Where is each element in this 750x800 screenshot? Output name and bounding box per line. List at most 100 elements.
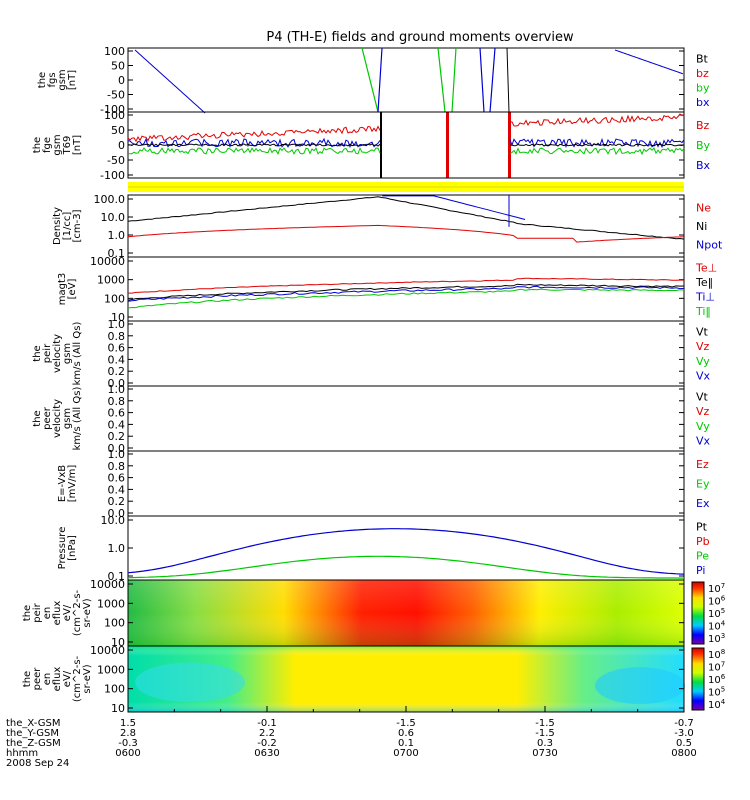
series-line [127, 285, 685, 302]
panel-peer: 1.00.80.60.40.20.0 thepeervelocitygsmkm/s… [32, 383, 711, 455]
electron-cool-patch [595, 667, 685, 705]
y-tick-label: 0.4 [108, 418, 126, 431]
colorbar-label: 108 [708, 648, 725, 661]
ion-spectrogram-shade [128, 580, 684, 646]
x-tick-label: 0.3 [537, 738, 553, 749]
field-gap-edge [380, 112, 382, 178]
y-tick-label: 10000 [90, 255, 125, 268]
y-tick-label: 0.6 [108, 342, 126, 355]
colorbar-label: 105 [708, 686, 725, 699]
y-axis-label: magt3[eV] [57, 273, 78, 306]
y-tick-label: 50 [111, 60, 125, 73]
y-tick-label: 10.0 [101, 514, 126, 527]
y-tick-label: 100 [104, 683, 125, 696]
colorbar-label: 107 [708, 582, 725, 595]
colorbar-label: 103 [708, 632, 725, 645]
legend-label: Vt [696, 325, 709, 338]
x-tick-label: 0700 [393, 748, 418, 759]
y-tick-label: 10 [111, 636, 125, 649]
legend-label: Ez [696, 458, 709, 471]
x-tick-label: 0.6 [398, 728, 414, 739]
series-line [437, 47, 446, 113]
panel-efield: 1.00.80.60.40.20.0 E=-VxB[mV/m] Ez Ey Ex [57, 448, 710, 520]
legend-label: Vz [696, 340, 710, 353]
legend-label: bx [696, 96, 710, 109]
legend-label: Pe [696, 549, 709, 562]
y-tick-label: 0.2 [108, 365, 126, 378]
legend-label: Ni [696, 220, 707, 233]
y-tick-label: 1.0 [108, 542, 126, 555]
panel-temp: 10000 1000 100 10 magt3[eV] Te⊥ Te‖Ti⊥ Ti‖ [57, 255, 717, 324]
y-tick-label: 0.8 [108, 395, 126, 408]
y-tick-label: 0.0 [108, 377, 126, 390]
y-tick-label: 0 [118, 139, 125, 152]
y-tick-label: 0 [118, 74, 125, 87]
colorbar [691, 581, 705, 645]
series-line [509, 147, 685, 156]
legend-label: Ex [696, 497, 710, 510]
legend-label: Ti‖ [695, 305, 711, 318]
legend-label: Vy [696, 420, 710, 433]
x-tick-label: 0730 [532, 748, 557, 759]
x-tick-label: 0800 [671, 748, 696, 759]
y-tick-label: 1000 [97, 597, 125, 610]
colorbar-label: 106 [708, 673, 726, 686]
y-tick-label: 100 [104, 292, 125, 305]
y-axis-label: Density[1/cc][cm-3] [52, 207, 83, 245]
y-tick-label: 10000 [90, 578, 125, 591]
series-line [127, 224, 685, 243]
y-tick-label: -100 [100, 103, 125, 116]
x-row-label: hhmm [6, 748, 38, 759]
legend-label: Ne [696, 201, 711, 214]
legend-label: By [696, 139, 711, 152]
date-label: 2008 Sep 24 [6, 758, 69, 769]
colorbar-label: 106 [708, 595, 726, 608]
series-line [127, 528, 685, 575]
series-line [127, 146, 381, 155]
series-line [361, 47, 379, 113]
legend-label: Npot [696, 239, 723, 252]
series-line [127, 125, 381, 143]
x-tick-label: 2.8 [120, 728, 136, 739]
series-line [614, 49, 684, 75]
chart-title: P4 (TH-E) fields and ground moments over… [266, 30, 574, 45]
y-tick-label: 100.0 [94, 193, 126, 206]
x-row-label: the_X-GSM [6, 718, 60, 729]
y-tick-label: 0.6 [108, 407, 126, 420]
x-tick-label: 0.1 [398, 738, 414, 749]
series-line [127, 143, 381, 147]
y-tick-label: 0.1 [108, 570, 126, 583]
legend-label: bz [696, 67, 709, 80]
y-tick-label: 10.0 [101, 211, 126, 224]
panel-frame [127, 450, 685, 517]
series-line [506, 47, 510, 113]
y-tick-label: 0.6 [108, 472, 126, 485]
y-tick-label: 100 [104, 45, 125, 58]
panel-frame [127, 47, 685, 113]
legend-label: Bt [696, 52, 709, 65]
legend-label: Pt [696, 520, 708, 533]
colorbar-label: 107 [708, 661, 725, 674]
y-tick-label: -50 [107, 89, 125, 102]
legend-label: Ey [696, 478, 710, 491]
y-axis-label: E=-VxB[mV/m] [57, 465, 78, 503]
series-line [509, 113, 685, 127]
legend-label: Vy [696, 355, 710, 368]
field-gap-spike [508, 112, 511, 178]
colorbar [691, 647, 705, 711]
y-tick-label: 0.0 [108, 507, 126, 520]
y-axis-label: Pressure[nPa] [57, 527, 78, 570]
series-line [127, 555, 684, 579]
y-axis-label: thepeerenefluxeV/(cm^2-s-sr-eV) [22, 655, 93, 702]
y-tick-label: 100 [104, 109, 125, 122]
panel-frame [127, 385, 685, 452]
series-line [127, 288, 685, 309]
legend-label: Vx [696, 370, 711, 383]
x-tick-label: -0.2 [257, 738, 277, 749]
series-line [134, 49, 206, 114]
x-row-label: the_Z-GSM [6, 738, 61, 749]
electron-cool-patch [135, 662, 245, 703]
